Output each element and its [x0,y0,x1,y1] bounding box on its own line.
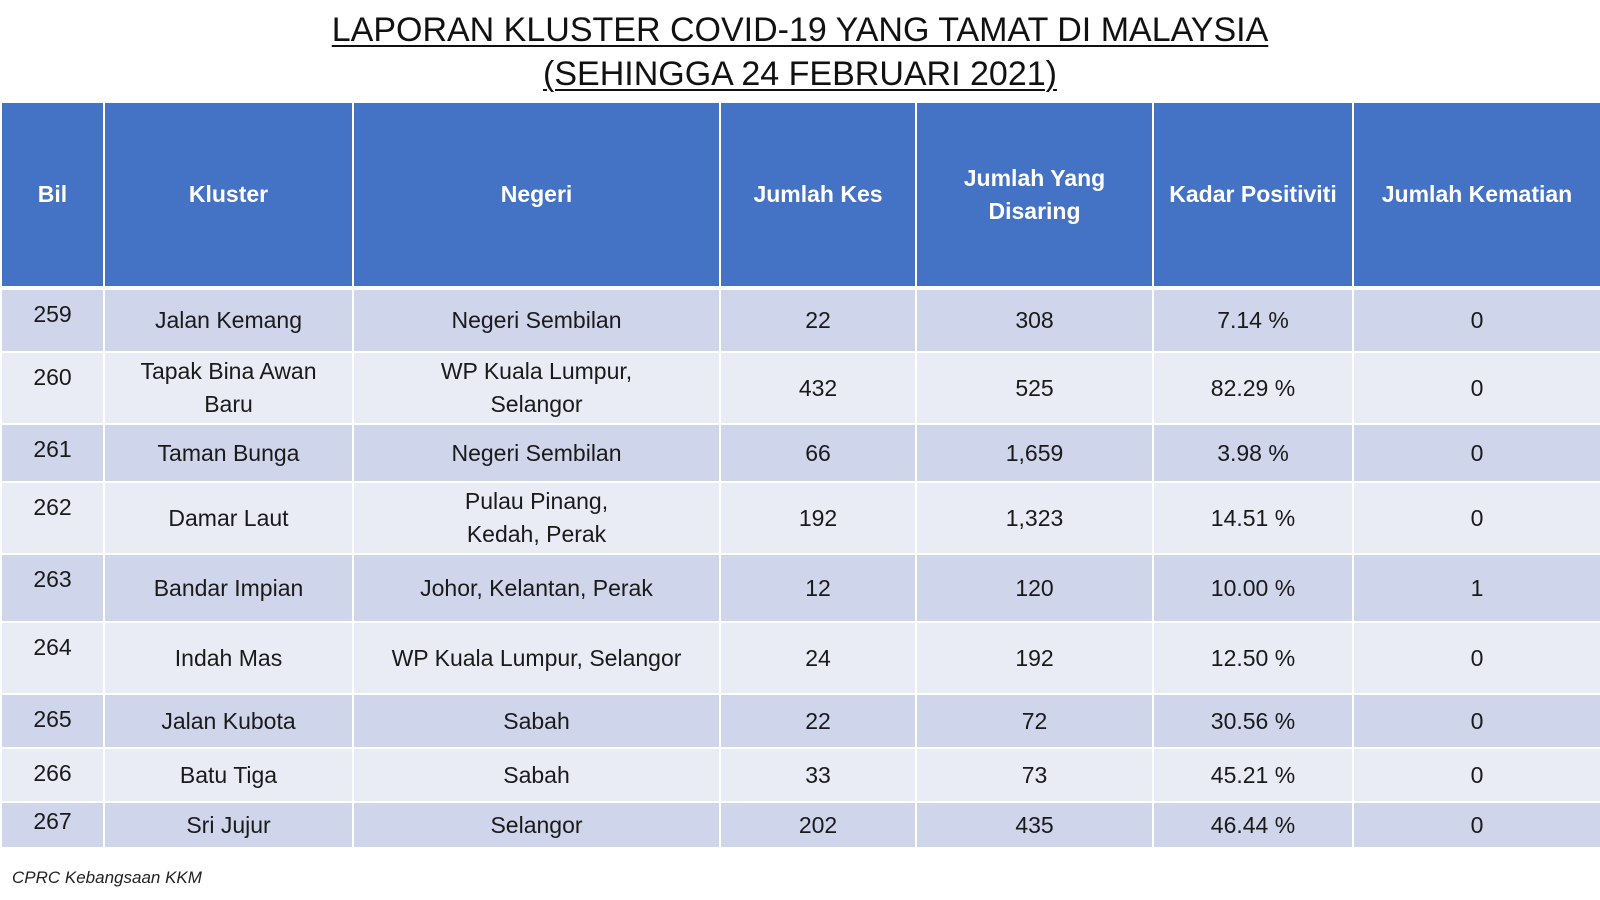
cell-jumlah-kematian: 0 [1352,351,1600,425]
table-row: 264 Indah Mas WP Kuala Lumpur, Selangor … [0,621,1600,695]
cell-bil: 262 [0,481,105,555]
header-jumlah-kes: Jumlah Kes [719,101,917,290]
cell-jumlah-kes: 22 [719,693,917,749]
cell-bil: 266 [0,747,105,803]
cell-negeri: Sabah [352,693,721,749]
cell-jumlah-kes: 24 [719,621,917,695]
cell-jumlah-disaring: 192 [915,621,1154,695]
cell-bil: 259 [0,287,105,353]
cell-kadar-positiviti: 3.98 % [1152,423,1354,483]
cell-jumlah-disaring: 1,323 [915,481,1154,555]
cell-kluster: Taman Bunga [103,423,354,483]
cell-jumlah-kematian: 1 [1352,553,1600,623]
cell-kadar-positiviti: 30.56 % [1152,693,1354,749]
cell-kadar-positiviti: 82.29 % [1152,351,1354,425]
title-line-2: (SEHINGGA 24 FEBRUARI 2021) [543,55,1057,93]
cell-jumlah-kematian: 0 [1352,621,1600,695]
cell-negeri: Selangor [352,801,721,849]
cell-bil: 261 [0,423,105,483]
cell-kluster: Jalan Kemang [103,287,354,353]
cell-kadar-positiviti: 12.50 % [1152,621,1354,695]
title-line-1: LAPORAN KLUSTER COVID-19 YANG TAMAT DI M… [331,11,1269,49]
cluster-table: Bil Kluster Negeri Jumlah Kes Jumlah Yan… [0,101,1600,849]
cell-kadar-positiviti: 45.21 % [1152,747,1354,803]
cell-kadar-positiviti: 10.00 % [1152,553,1354,623]
table-row: 265 Jalan Kubota Sabah 22 72 30.56 % 0 [0,693,1600,749]
header-kluster: Kluster [103,101,354,290]
cell-jumlah-disaring: 525 [915,351,1154,425]
header-negeri: Negeri [352,101,721,290]
table-row: 262 Damar Laut Pulau Pinang, Kedah, Pera… [0,481,1600,555]
cell-kluster: Sri Jujur [103,801,354,849]
header-kadar-positiviti: Kadar Positiviti [1152,101,1354,290]
source-footer: CPRC Kebangsaan KKM [12,868,202,887]
cell-kluster: Bandar Impian [103,553,354,623]
cell-kadar-positiviti: 7.14 % [1152,287,1354,353]
table-row: 260 Tapak Bina Awan Baru WP Kuala Lumpur… [0,351,1600,425]
cell-kluster: Indah Mas [103,621,354,695]
header-jumlah-disaring: Jumlah Yang Disaring [915,101,1154,290]
header-row: Bil Kluster Negeri Jumlah Kes Jumlah Yan… [0,101,1600,290]
cell-bil: 267 [0,801,105,849]
cell-negeri: WP Kuala Lumpur, Selangor [352,351,721,425]
cell-jumlah-disaring: 120 [915,553,1154,623]
table-row: 259 Jalan Kemang Negeri Sembilan 22 308 … [0,287,1600,353]
cell-jumlah-kematian: 0 [1352,801,1600,849]
cell-jumlah-kematian: 0 [1352,287,1600,353]
cell-jumlah-kematian: 0 [1352,481,1600,555]
cell-jumlah-kematian: 0 [1352,693,1600,749]
cell-kadar-positiviti: 14.51 % [1152,481,1354,555]
cell-jumlah-kes: 12 [719,553,917,623]
cell-jumlah-disaring: 1,659 [915,423,1154,483]
cell-jumlah-disaring: 308 [915,287,1154,353]
cell-jumlah-disaring: 72 [915,693,1154,749]
cell-negeri: Sabah [352,747,721,803]
cell-jumlah-kes: 192 [719,481,917,555]
header-jumlah-kematian: Jumlah Kematian [1352,101,1600,290]
header-bil: Bil [0,101,105,290]
cell-jumlah-kematian: 0 [1352,423,1600,483]
cell-kadar-positiviti: 46.44 % [1152,801,1354,849]
cell-bil: 260 [0,351,105,425]
table-row: 267 Sri Jujur Selangor 202 435 46.44 % 0 [0,801,1600,849]
cell-bil: 264 [0,621,105,695]
cell-kluster: Damar Laut [103,481,354,555]
cell-bil: 265 [0,693,105,749]
table-row: 266 Batu Tiga Sabah 33 73 45.21 % 0 [0,747,1600,803]
report-title: LAPORAN KLUSTER COVID-19 YANG TAMAT DI M… [0,8,1600,96]
table-row: 261 Taman Bunga Negeri Sembilan 66 1,659… [0,423,1600,483]
cell-kluster: Tapak Bina Awan Baru [103,351,354,425]
cell-bil: 263 [0,553,105,623]
cell-kluster: Batu Tiga [103,747,354,803]
cell-jumlah-kes: 33 [719,747,917,803]
cell-jumlah-disaring: 73 [915,747,1154,803]
cell-negeri: WP Kuala Lumpur, Selangor [352,621,721,695]
table-row: 263 Bandar Impian Johor, Kelantan, Perak… [0,553,1600,623]
cell-jumlah-kematian: 0 [1352,747,1600,803]
cell-kluster: Jalan Kubota [103,693,354,749]
cell-jumlah-kes: 202 [719,801,917,849]
cell-negeri: Johor, Kelantan, Perak [352,553,721,623]
cell-jumlah-kes: 66 [719,423,917,483]
cell-jumlah-disaring: 435 [915,801,1154,849]
cell-jumlah-kes: 432 [719,351,917,425]
cell-jumlah-kes: 22 [719,287,917,353]
cell-negeri: Negeri Sembilan [352,423,721,483]
cell-negeri: Pulau Pinang, Kedah, Perak [352,481,721,555]
cell-negeri: Negeri Sembilan [352,287,721,353]
